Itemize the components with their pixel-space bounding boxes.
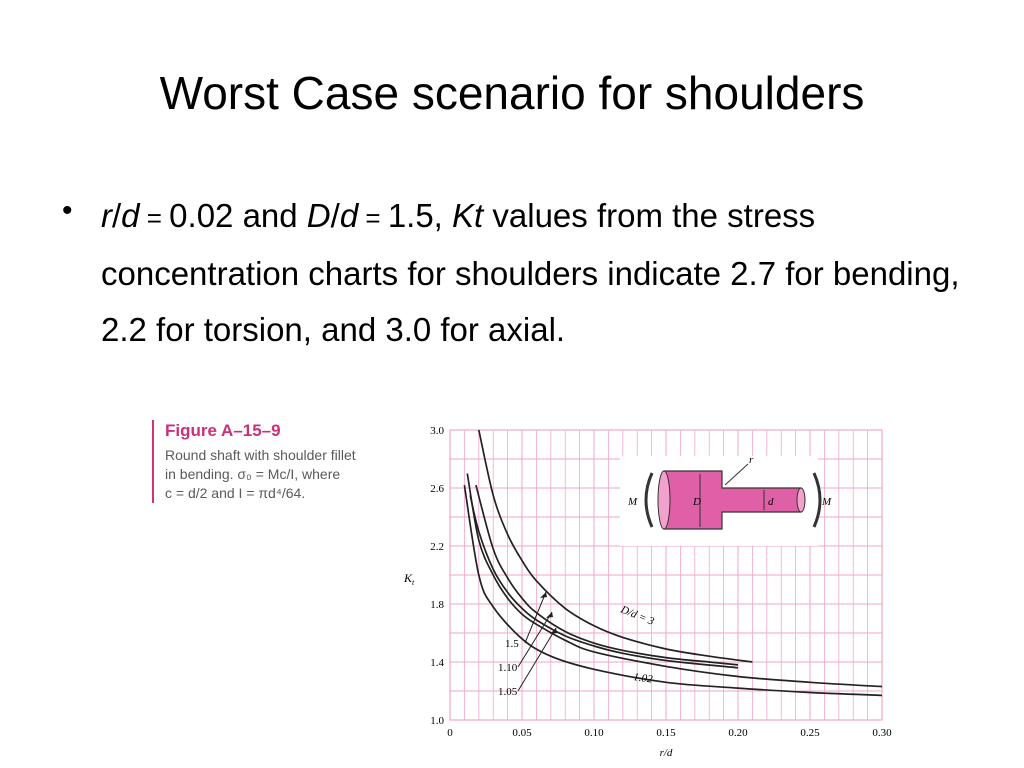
figure-caption-text: Round shaft with shoulder fillet in bend… xyxy=(165,446,380,503)
x-tick-label: 0.30 xyxy=(872,727,892,739)
y-tick-label: 3.0 xyxy=(430,425,444,437)
x-tick-label: 0.15 xyxy=(656,727,676,739)
inset-label-M-right: M xyxy=(821,496,832,508)
var-d: d xyxy=(121,197,140,234)
leader-arrowhead xyxy=(550,628,557,634)
leader-line xyxy=(517,627,557,692)
y-tick-label: 1.4 xyxy=(430,657,444,669)
slash: / xyxy=(112,197,122,234)
caption-line: c = d/2 and I = πd⁴/64. xyxy=(165,485,306,501)
leader-arrowhead xyxy=(546,612,553,618)
moment-arrow-right xyxy=(812,472,822,528)
x-tick-label: 0.05 xyxy=(512,727,532,739)
x-tick-label: 0 xyxy=(447,727,453,739)
leader-arrowhead xyxy=(540,592,547,598)
plot-frame xyxy=(449,429,883,721)
value-Dd: 1.5, xyxy=(387,197,453,234)
caption-line: in bending. σ₀ = Mc/I, where xyxy=(165,466,341,482)
series-label-110: 1.10 xyxy=(498,662,518,674)
inset-label-D: D xyxy=(692,496,701,508)
y-tick-label: 2.2 xyxy=(430,541,444,553)
equals: = xyxy=(358,203,388,233)
shaft-end-right xyxy=(796,487,806,513)
bullet-rest-text: values from the stress concentration cha… xyxy=(101,197,960,348)
chart-axis-labels: 0 0.05 0.10 0.15 0.20 0.25 0.30 1.0 1.4 1.8 2.2 2.6… xyxy=(403,425,892,759)
equals: = xyxy=(139,203,170,233)
series-line xyxy=(463,484,883,697)
var-D: D xyxy=(306,197,331,234)
series-line xyxy=(469,495,739,669)
slash: / xyxy=(330,197,340,234)
x-axis-label: r/d xyxy=(660,747,673,759)
y-tick-label: 2.6 xyxy=(430,483,444,495)
series-label-15: 1.5 xyxy=(505,638,519,650)
bullet-symbol: • xyxy=(62,194,73,227)
x-tick-label: 0.10 xyxy=(584,727,604,739)
value-rd: 0.02 and xyxy=(169,197,307,234)
inset-label-r: r xyxy=(749,454,754,466)
series-line xyxy=(475,484,739,666)
caption-line: Round shaft with shoulder fillet xyxy=(165,447,356,463)
shaft-diagram: D d r M M xyxy=(620,454,832,546)
y-axis-label: Kt xyxy=(403,571,415,587)
series-line xyxy=(477,429,753,663)
figure-caption: Figure A–15–9 Round shaft with shoulder … xyxy=(152,420,380,503)
series-label-102: 1.02 xyxy=(633,671,654,686)
inset-label-M-left: M xyxy=(627,496,638,508)
leader-line xyxy=(524,591,547,644)
y-tick-label: 1.8 xyxy=(430,599,444,611)
radius-leader xyxy=(724,463,749,486)
series-line xyxy=(466,473,883,688)
x-tick-label: 0.20 xyxy=(728,727,748,739)
figure-title: Figure A–15–9 xyxy=(165,421,281,440)
moment-arrow-left xyxy=(644,472,654,528)
y-tick-label: 1.0 xyxy=(430,715,444,727)
slide-title: Worst Case scenario for shoulders xyxy=(159,67,865,119)
leader-line xyxy=(517,611,553,668)
bullet-text: r/d = 0.02 and D/d = 1.5, Kt values from… xyxy=(101,188,981,358)
x-tick-label: 0.25 xyxy=(800,727,820,739)
var-r: r xyxy=(101,197,112,234)
inset-label-d: d xyxy=(768,496,774,508)
series-label-105: 1.05 xyxy=(498,686,518,698)
var-Kt: Kt xyxy=(452,197,484,234)
var-d: d xyxy=(339,197,359,234)
shaft-end-left xyxy=(657,470,671,530)
